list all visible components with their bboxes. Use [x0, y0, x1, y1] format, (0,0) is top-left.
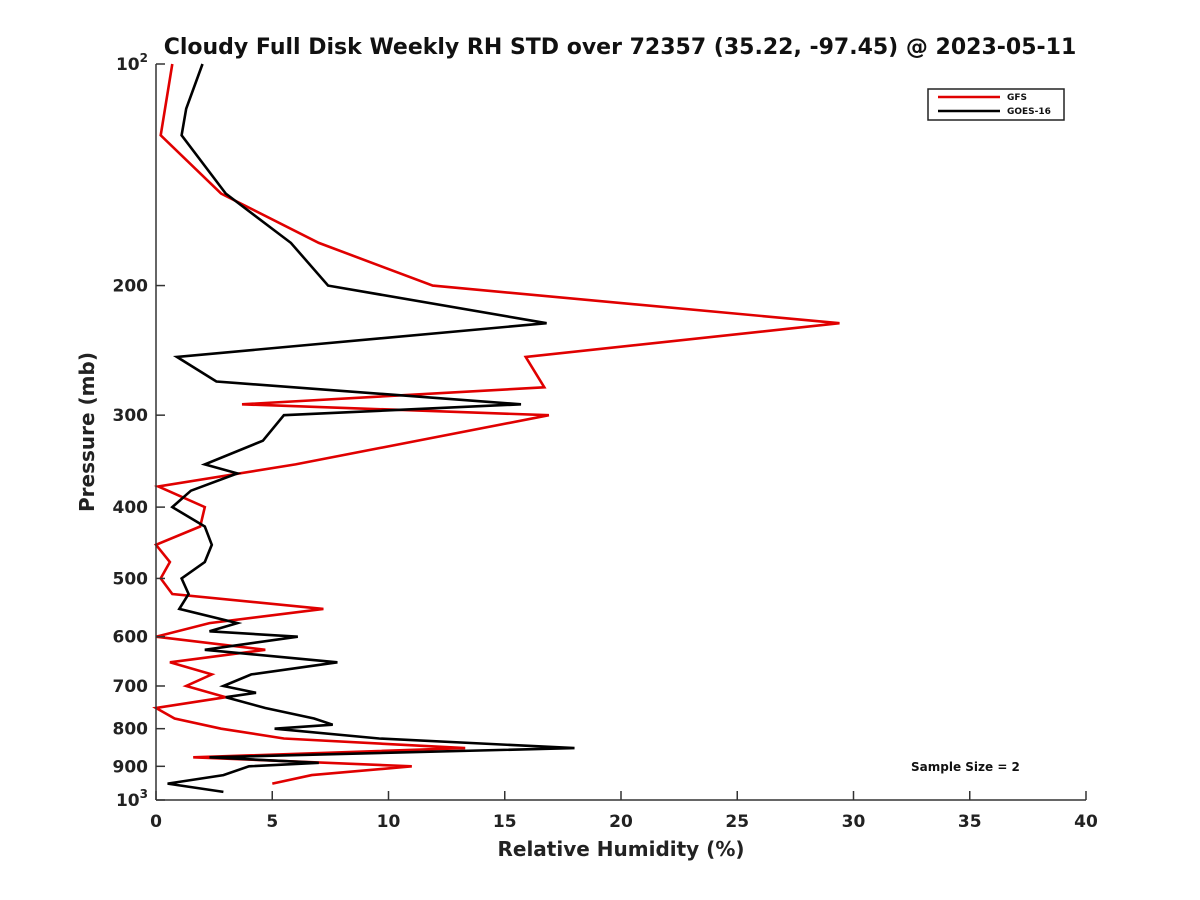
y-tick-label: 500	[113, 569, 149, 589]
y-tick-label: 700	[113, 677, 149, 697]
y-tick-label: 900	[113, 757, 149, 777]
legend-label-goes16: GOES-16	[1007, 107, 1051, 117]
y-tick-label: 600	[113, 628, 149, 648]
y-tick-label: 102	[116, 51, 148, 75]
y-tick-label: 800	[113, 720, 149, 740]
x-tick-label: 35	[958, 812, 982, 832]
x-tick-label: 5	[266, 812, 278, 832]
series-line-goes16	[167, 63, 575, 794]
y-tick-label: 200	[113, 277, 149, 297]
y-tick-label: 400	[113, 498, 149, 518]
x-axis-label: Relative Humidity (%)	[497, 837, 744, 861]
x-ticks: 0 5 10 15 20 25 30 35 40	[150, 791, 1098, 832]
y-tick-label: 300	[113, 406, 149, 426]
x-tick-label: 40	[1074, 812, 1098, 832]
chart-title: Cloudy Full Disk Weekly RH STD over 7235…	[164, 35, 1077, 60]
series-layer	[152, 63, 840, 794]
x-tick-label: 25	[725, 812, 749, 832]
y-ticks: 102 200 300 400 500 600 700 800 900 103	[113, 51, 165, 811]
x-tick-label: 15	[493, 812, 517, 832]
sample-size-annotation: Sample Size = 2	[911, 760, 1020, 774]
x-tick-label: 0	[150, 812, 162, 832]
x-tick-label: 30	[842, 812, 866, 832]
y-axis-label: Pressure (mb)	[75, 352, 99, 512]
legend-label-gfs: GFS	[1007, 93, 1027, 103]
x-tick-label: 20	[609, 812, 633, 832]
legend: GFS GOES-16	[927, 88, 1065, 121]
legend-box	[927, 88, 1065, 121]
series-line-gfs	[152, 63, 840, 785]
x-tick-label: 10	[377, 812, 401, 832]
y-tick-label: 103	[116, 787, 148, 811]
